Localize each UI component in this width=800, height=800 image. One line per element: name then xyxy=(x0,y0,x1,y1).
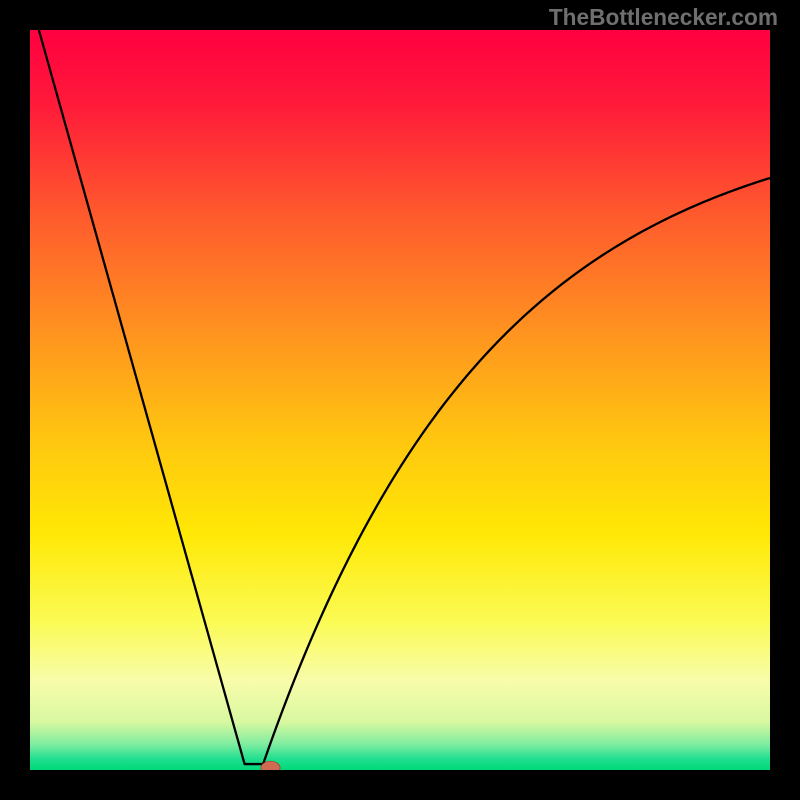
gradient-background xyxy=(30,30,770,770)
plot-area xyxy=(30,30,770,770)
bottleneck-chart xyxy=(30,30,770,770)
chart-stage: TheBottlenecker.com xyxy=(0,0,800,800)
watermark-text: TheBottlenecker.com xyxy=(549,4,778,31)
